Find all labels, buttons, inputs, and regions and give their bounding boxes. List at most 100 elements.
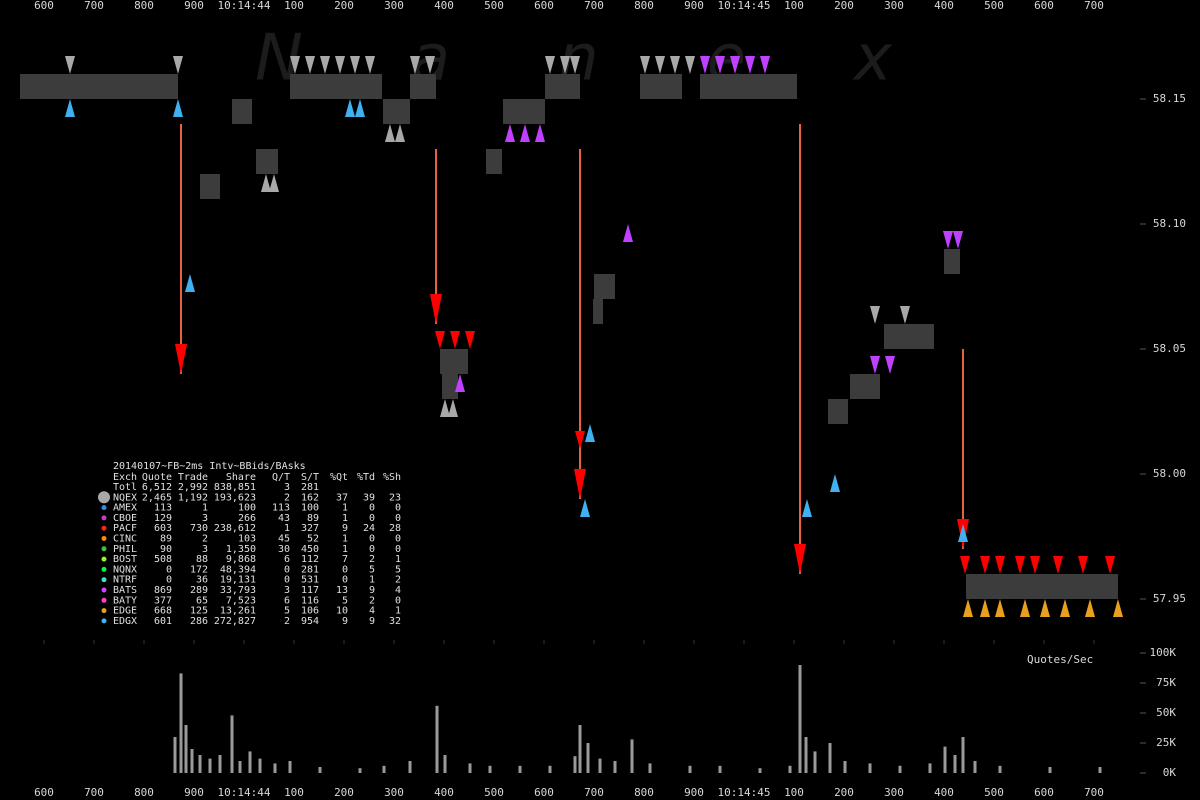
volume-bar: [435, 705, 439, 773]
ask-quote: [425, 56, 435, 74]
spread-box: [442, 374, 458, 399]
volume-bar: [648, 763, 652, 773]
exchange-marker: [101, 587, 107, 593]
exchange-marker: [101, 536, 107, 541]
stats-cell: 2: [284, 492, 290, 503]
stats-cell: 13,261: [220, 606, 256, 617]
stats-cell: 1: [342, 503, 348, 514]
stats-cell: 0: [284, 575, 290, 586]
x-tick-label: 800: [134, 786, 154, 799]
stats-cell: 3: [202, 513, 208, 524]
stats-header: Q/T: [272, 472, 290, 483]
stats-cell: 0: [369, 503, 375, 514]
spread-box: [486, 149, 502, 174]
ask-quote: [365, 56, 375, 74]
stats-cell: 52: [307, 534, 319, 545]
stats-header: %Sh: [383, 472, 401, 483]
x-tick-label: 200: [834, 786, 854, 799]
x-tick-label: 100: [784, 0, 804, 12]
volume-bar: [358, 768, 362, 773]
stats-cell: 5: [369, 564, 375, 575]
volume-bar: [898, 765, 902, 773]
stats-cell: 3: [202, 544, 208, 555]
volume-bar: [813, 751, 817, 773]
volume-bar: [688, 765, 692, 773]
ask-quote: [730, 56, 740, 74]
stats-cell: 289: [190, 585, 208, 596]
x-tick-label: 300: [384, 786, 404, 799]
stats-cell: 45: [278, 534, 290, 545]
stats-cell: EDGX: [113, 616, 137, 627]
exchange-marker: [101, 556, 107, 562]
stats-cell: 5: [284, 606, 290, 617]
ask-quote: [715, 56, 725, 74]
volume-bar: [238, 761, 242, 773]
ask-quote: [560, 56, 570, 74]
stats-cell: 0: [369, 544, 375, 555]
stats-cell: 1,192: [178, 492, 208, 503]
volume-bar: [518, 765, 522, 773]
volume-bar: [804, 737, 808, 773]
y-tick-label: 25K: [1156, 736, 1176, 749]
exchange-marker: [101, 515, 107, 521]
stats-cell: 65: [196, 595, 208, 606]
volume-bar: [973, 761, 977, 773]
sweep-head: [574, 469, 586, 499]
stats-cell: 0: [395, 513, 401, 524]
stats-cell: 7: [342, 554, 348, 565]
stats-cell: 19,131: [220, 575, 256, 586]
stats-cell: 10: [336, 606, 348, 617]
spread-box: [944, 249, 960, 274]
stats-cell: 668: [154, 606, 172, 617]
stats-cell: 603: [154, 523, 172, 534]
stats-cell: 9: [369, 616, 375, 627]
stats-cell: 112: [301, 554, 319, 565]
y-tick-label: 100K: [1150, 646, 1177, 659]
stats-cell: 730: [190, 523, 208, 534]
stats-cell: BATY: [113, 595, 137, 606]
stats-cell: 90: [160, 544, 172, 555]
stats-cell: 281: [301, 564, 319, 575]
stats-cell: 508: [154, 554, 172, 565]
stats-cell: 113: [272, 503, 290, 514]
volume-bar: [208, 758, 212, 773]
stats-cell: 129: [154, 513, 172, 524]
spread-box: [440, 349, 468, 374]
stats-cell: 9,868: [226, 554, 256, 565]
x-tick-label: 600: [34, 0, 54, 12]
stats-cell: 0: [369, 513, 375, 524]
stats-cell: 88: [196, 554, 208, 565]
y-tick-label: 58.00: [1153, 467, 1186, 480]
ask-quote: [545, 56, 555, 74]
stats-cell: NQNX: [113, 564, 137, 575]
stats-cell: 238,612: [214, 523, 256, 534]
volume-bar: [943, 746, 947, 773]
x-tick-label: 600: [534, 0, 554, 12]
bid-quote: [448, 399, 458, 417]
spread-box: [503, 99, 545, 124]
volume-bar: [190, 749, 194, 773]
ask-quote: [1053, 556, 1063, 574]
ask-quote: [685, 56, 695, 74]
bid-quote: [623, 224, 633, 242]
volume-bar: [173, 737, 177, 773]
bid-quote: [585, 424, 595, 442]
ask-quote: [290, 56, 300, 74]
ask-quote: [745, 56, 755, 74]
stats-cell: CINC: [113, 534, 137, 545]
sweep-head: [794, 544, 806, 574]
spread-box: [594, 274, 615, 299]
stats-cell: 39: [363, 492, 375, 503]
volume-bar: [843, 761, 847, 773]
bid-quote: [355, 99, 365, 117]
stats-cell: 954: [301, 616, 319, 627]
stats-cell: 0: [342, 564, 348, 575]
bid-quote: [580, 499, 590, 517]
stats-cell: 0: [284, 564, 290, 575]
exchange-marker: [101, 546, 107, 552]
ask-quote: [435, 331, 445, 349]
exchange-marker: [101, 566, 107, 572]
x-tick-label: 400: [934, 0, 954, 12]
exchange-marker: [101, 608, 107, 614]
